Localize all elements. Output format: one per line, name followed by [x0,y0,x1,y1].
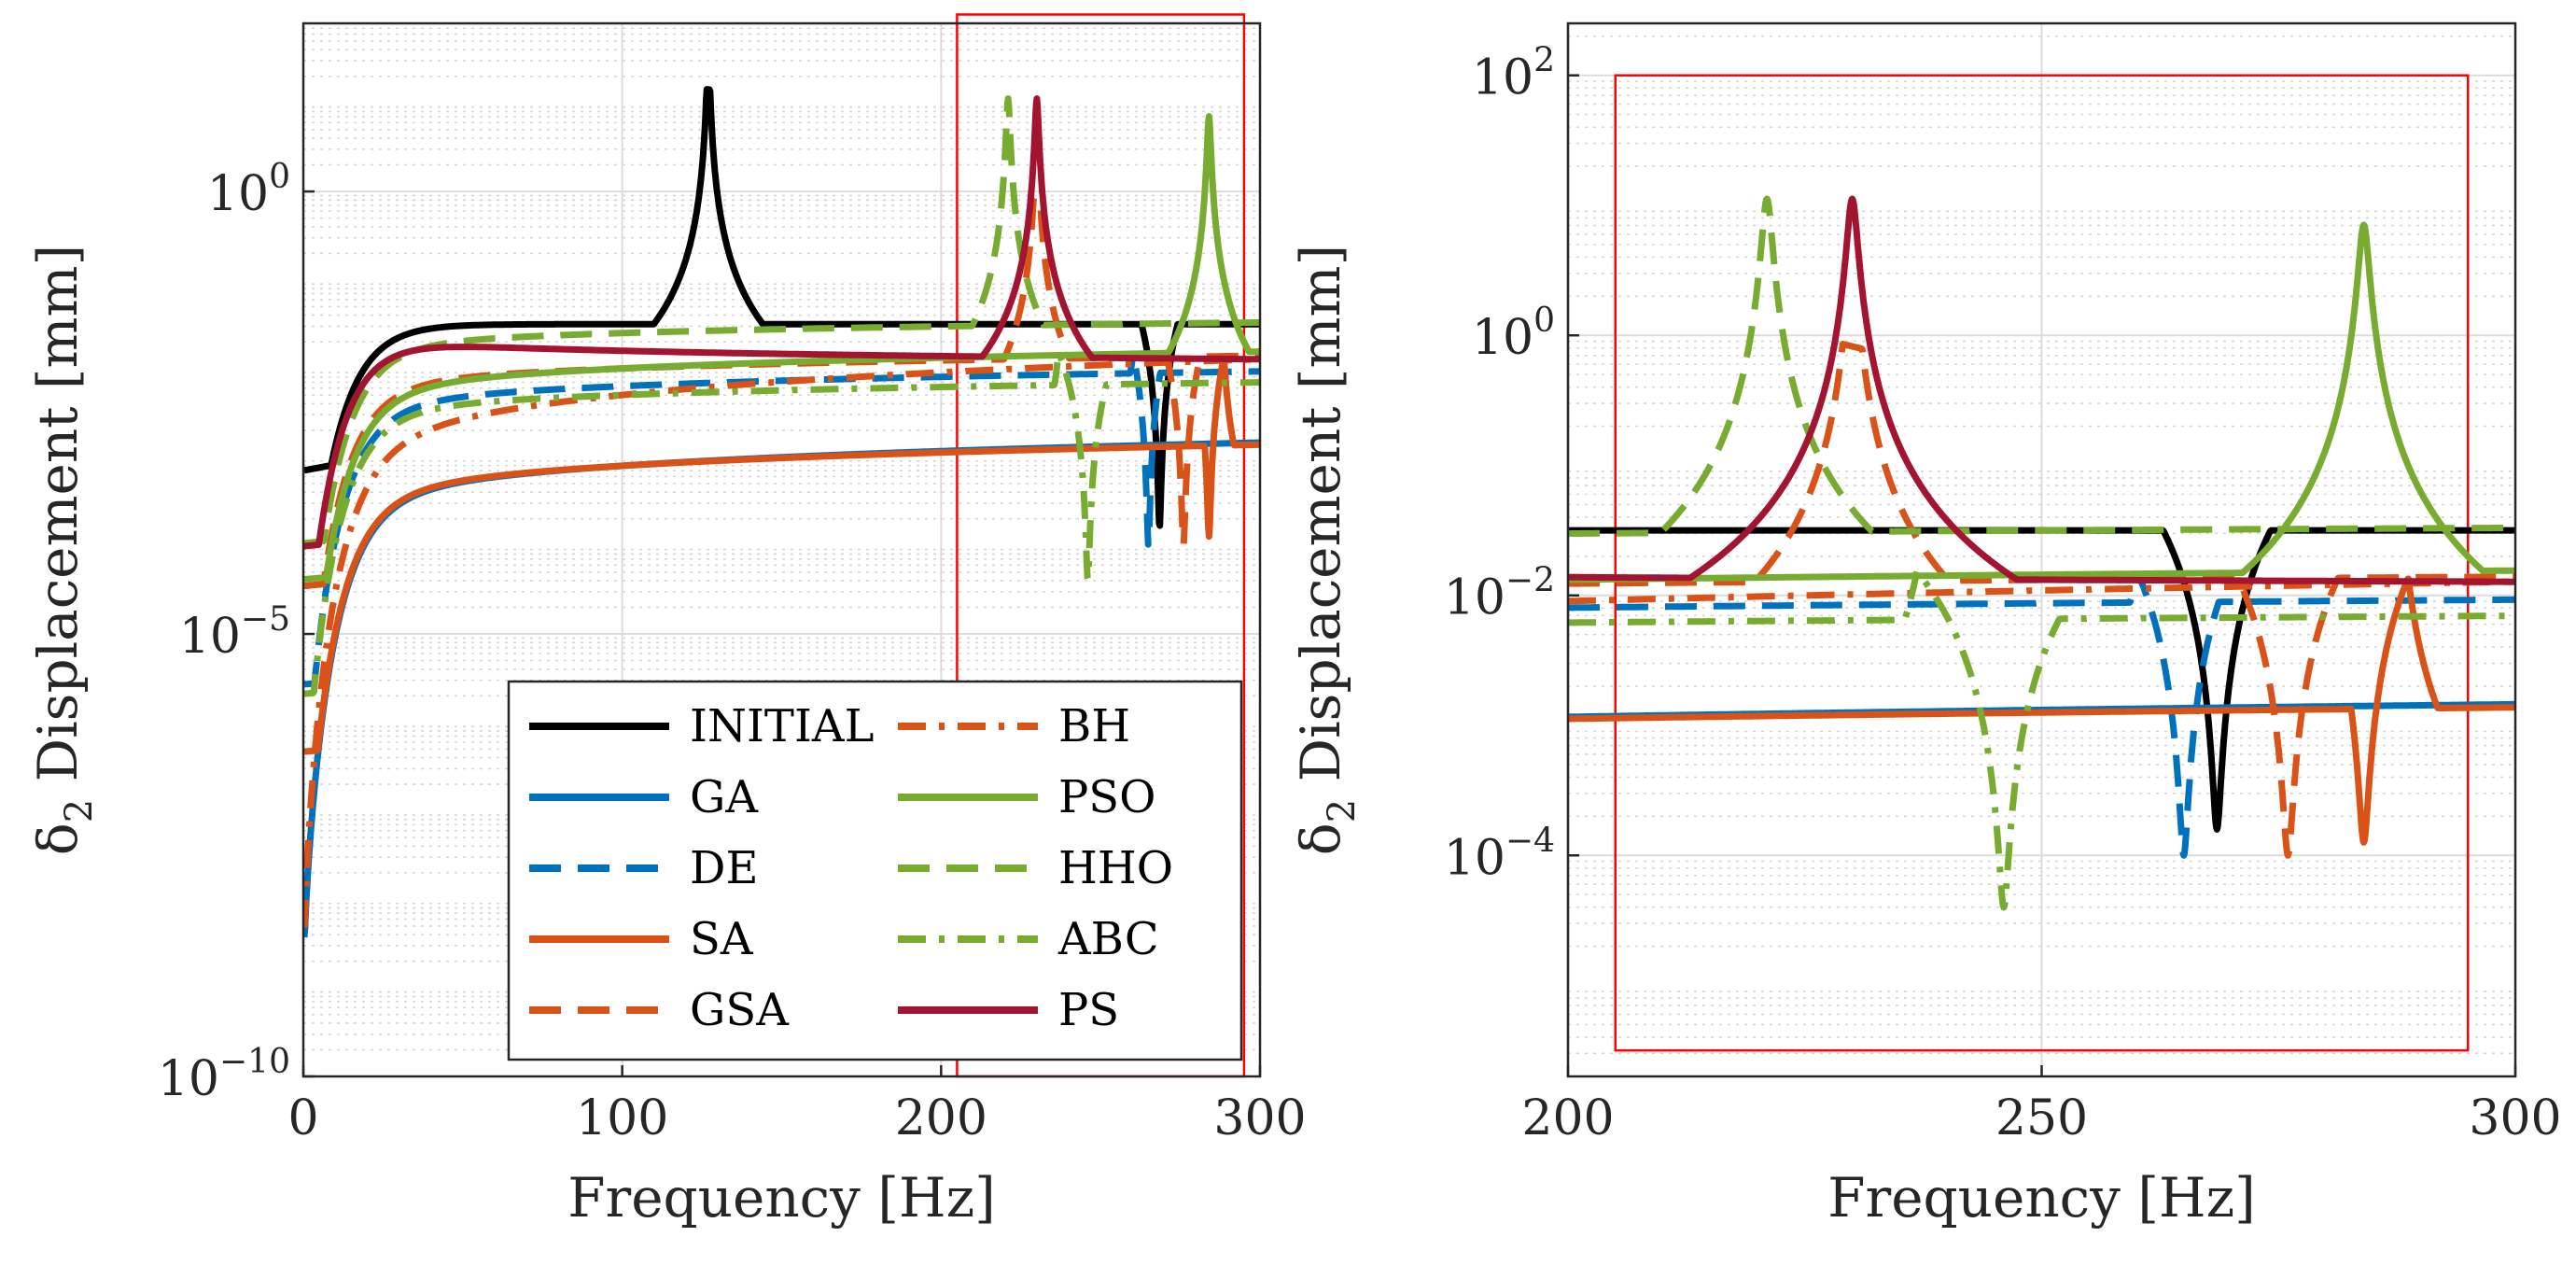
tick-labels-right: 200 250 300 10−4 10−2 100 102 [1444,42,2562,1146]
y-tick-label: 10−2 [1444,562,1555,626]
legend-label: PSO [1058,771,1156,823]
legend-item-pso: PSO [898,771,1156,823]
legend-label: GSA [690,984,790,1036]
zoom-rectangle [1614,74,2470,1052]
series-line-abc [303,349,1260,697]
y-axis-label: δ2 Displacement [mm] [1289,245,1364,855]
series-line-sa [1568,575,2515,846]
series-line-hho [1568,195,2515,538]
legend-item-bh: BH [898,700,1130,752]
grid-right [1567,23,2516,1077]
series-line-pso [1568,221,2515,583]
series-line-ps [1568,195,2515,585]
series-line-pso [303,113,1260,583]
legend-item-hho: HHO [898,842,1173,894]
legend: INITIAL GA DE SA GSA BH PSO HHO ABC PS [507,680,1243,1061]
x-tick-label: 300 [1213,1090,1306,1146]
legend-label: ABC [1057,913,1159,965]
legend-item-abc: ABC [898,913,1159,965]
x-axis-label: Frequency [Hz] [567,1166,996,1230]
legend-label: PS [1058,984,1119,1036]
series-line-de [303,351,1260,688]
legend-item-ps: PS [898,984,1119,1036]
series-lines-right [1568,195,2515,911]
legend-label: HHO [1058,842,1173,894]
chart-left: 0 100 200 300 10−10 10−5 100 Frequency [Hz] δ2 … [26,13,1307,1230]
series-line-abc [1568,568,2515,911]
legend-label: SA [690,913,754,965]
series-line-bh [303,356,1260,928]
axes-box [301,21,1262,1078]
x-tick-label: 200 [895,1090,987,1146]
legend-label: INITIAL [690,700,874,752]
axes-right [1566,21,2517,1078]
series-line-ps [303,95,1260,550]
axes-left [301,21,1262,1078]
axis-labels-left: Frequency [Hz] δ2 Displacement [mm] [26,245,996,1230]
x-tick-label: 250 [1995,1090,2088,1146]
legend-label: GA [690,771,759,823]
legend-label: BH [1058,700,1130,752]
series-line-sa [303,354,1260,755]
legend-item-sa: SA [529,913,754,965]
legend-item-gsa: GSA [529,984,790,1036]
y-tick-label: 100 [207,158,290,222]
y-tick-label: 102 [1472,42,1555,106]
y-tick-label: 10−4 [1444,822,1555,886]
legend-label: DE [690,842,759,894]
y-axis-label: δ2 Displacement [mm] [26,245,101,855]
x-axis-label: Frequency [Hz] [1827,1166,2256,1230]
axis-labels-right: Frequency [Hz] δ2 Displacement [mm] [1289,245,2256,1230]
x-tick-label: 0 [287,1090,318,1146]
series-line-de [1568,570,2515,859]
legend-item-initial: INITIAL [529,700,874,752]
y-tick-label: 100 [1472,302,1555,366]
y-tick-label: 10−5 [179,600,290,665]
x-tick-label: 300 [2469,1090,2561,1146]
tick-labels-left: 0 100 200 300 10−10 10−5 100 [158,158,1307,1146]
series-lines-left [303,86,1260,938]
series-line-gsa [1568,341,2515,859]
legend-item-ga: GA [529,771,759,823]
series-line-gsa [303,194,1260,590]
x-tick-label: 100 [576,1090,668,1146]
y-tick-label: 10−10 [158,1043,290,1107]
zoom-box-right [1614,74,2470,1052]
x-tick-label: 200 [1521,1090,1614,1146]
chart-right: 200 250 300 10−4 10−2 100 102 Frequency [Hz] δ2… [1289,21,2562,1230]
legend-item-de: DE [529,842,759,894]
series-line-hho [303,95,1260,547]
